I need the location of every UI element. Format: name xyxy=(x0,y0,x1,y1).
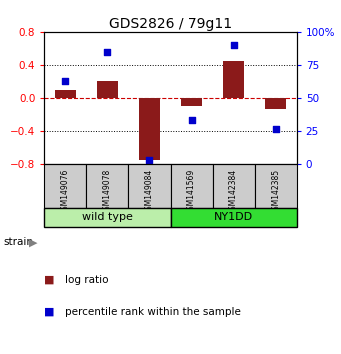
Bar xyxy=(129,164,170,207)
Bar xyxy=(170,207,297,227)
Text: log ratio: log ratio xyxy=(65,275,108,285)
Text: ▶: ▶ xyxy=(29,238,38,247)
Bar xyxy=(44,207,170,227)
Bar xyxy=(255,164,297,207)
Point xyxy=(105,49,110,55)
Text: GSM149078: GSM149078 xyxy=(103,169,112,215)
Bar xyxy=(223,61,244,98)
Text: GSM149084: GSM149084 xyxy=(145,169,154,215)
Point xyxy=(189,117,194,123)
Bar xyxy=(181,98,202,106)
Text: GSM142384: GSM142384 xyxy=(229,169,238,215)
Bar xyxy=(212,164,255,207)
Bar xyxy=(170,164,212,207)
Text: strain: strain xyxy=(3,238,33,247)
Text: NY1DD: NY1DD xyxy=(214,212,253,222)
Text: ■: ■ xyxy=(44,307,55,316)
Point xyxy=(63,78,68,84)
Text: GSM149076: GSM149076 xyxy=(61,169,70,215)
Text: wild type: wild type xyxy=(82,212,133,222)
Text: GSM142385: GSM142385 xyxy=(271,169,280,215)
Text: ■: ■ xyxy=(44,275,55,285)
Bar xyxy=(44,164,86,207)
Bar xyxy=(139,98,160,160)
Bar xyxy=(97,81,118,98)
Text: percentile rank within the sample: percentile rank within the sample xyxy=(65,307,241,316)
Point xyxy=(231,42,236,48)
Point xyxy=(273,126,278,132)
Title: GDS2826 / 79g11: GDS2826 / 79g11 xyxy=(109,17,232,31)
Text: GSM141569: GSM141569 xyxy=(187,169,196,215)
Point xyxy=(147,157,152,162)
Bar xyxy=(86,164,129,207)
Bar xyxy=(265,98,286,109)
Bar xyxy=(55,90,76,98)
